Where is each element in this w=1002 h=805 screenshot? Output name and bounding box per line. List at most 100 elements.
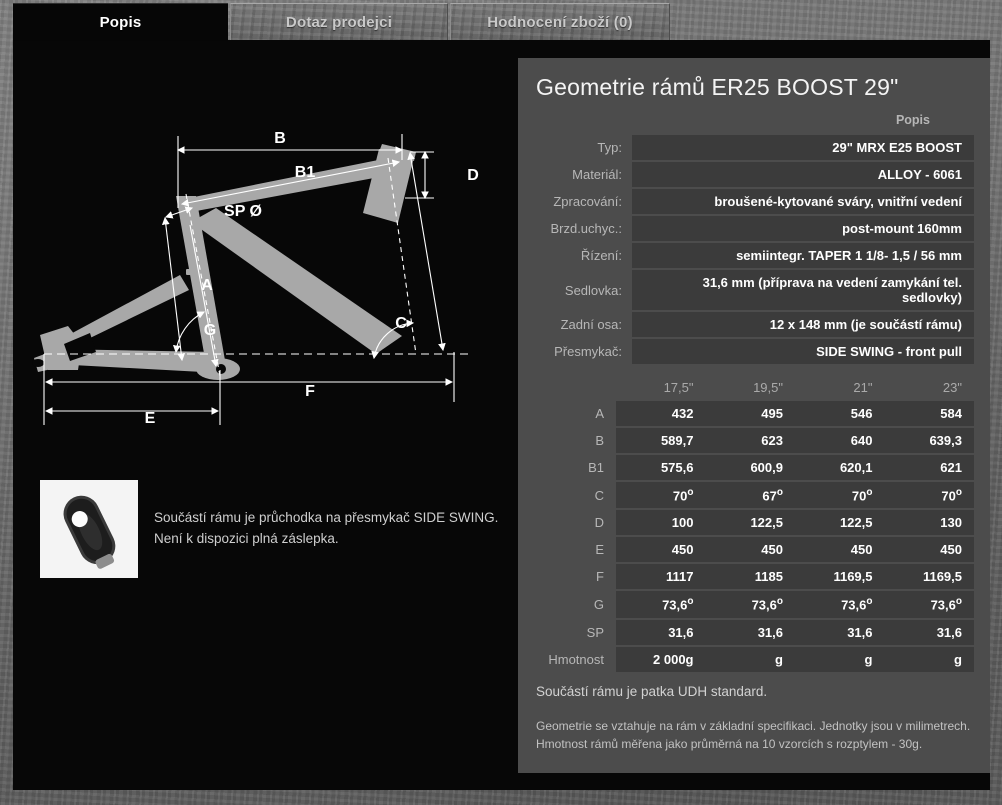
size-header-1: 19,5" bbox=[753, 380, 783, 395]
spec-value: 29" MRX E25 BOOST bbox=[632, 135, 974, 160]
spec-row: Přesmykač: SIDE SWING - front pull bbox=[534, 339, 974, 364]
measurement-row: E 450 450 450 450 bbox=[534, 537, 974, 563]
measurement-value: 73,6o bbox=[884, 591, 974, 618]
measurement-value: 31,6 bbox=[616, 619, 706, 645]
measurement-row: D 100 122,5 122,5 130 bbox=[534, 510, 974, 536]
dim-label-c: C bbox=[395, 315, 407, 332]
dim-label-b1: B1 bbox=[295, 164, 316, 181]
size-header-0: 17,5" bbox=[663, 380, 694, 395]
measurement-value: 122,5 bbox=[705, 510, 795, 536]
measurement-value: 73,6o bbox=[616, 591, 706, 618]
tab-hodnoceni-zbozi[interactable]: Hodnocení zboží (0) bbox=[450, 3, 670, 41]
size-header-2: 21" bbox=[853, 380, 873, 395]
measurement-value: 67o bbox=[705, 482, 795, 509]
size-header-3: 23" bbox=[942, 380, 962, 395]
measurement-value: g bbox=[705, 646, 795, 672]
measurement-row: C 70o 67o 70o 70o bbox=[534, 482, 974, 509]
measurement-row: B1 575,6 600,9 620,1 621 bbox=[534, 455, 974, 480]
spec-label: Sedlovka: bbox=[564, 282, 622, 298]
side-swing-grommet-photo[interactable] bbox=[40, 480, 138, 578]
grommet-note-row: Součástí rámu je průchodka na přesmykač … bbox=[40, 480, 510, 578]
tab-popis[interactable]: Popis bbox=[13, 3, 228, 41]
measurement-value: 621 bbox=[884, 455, 974, 480]
measurement-label: F bbox=[596, 569, 604, 585]
measurement-label: A bbox=[595, 406, 604, 421]
measurement-row: A 432 495 546 584 bbox=[534, 401, 974, 426]
measurement-value: 70o bbox=[795, 482, 885, 509]
spec-label: Zadní osa: bbox=[560, 317, 622, 332]
measurement-label: B1 bbox=[588, 460, 604, 475]
measurement-value: 623 bbox=[705, 428, 795, 453]
measurement-value: 1169,5 bbox=[884, 564, 974, 590]
measurement-value: 1169,5 bbox=[795, 564, 885, 590]
measurement-value: 31,6 bbox=[884, 619, 974, 645]
measurements-table: 17,5" 19,5" 21" 23" A 432 495 546 584 B 589,7 6… bbox=[534, 376, 974, 674]
spec-value: SIDE SWING - front pull bbox=[632, 339, 974, 364]
measurements-header-row: 17,5" 19,5" 21" 23" bbox=[534, 378, 974, 399]
dim-label-g: G bbox=[204, 322, 216, 339]
dim-label-a: A bbox=[201, 277, 213, 294]
spec-row: Sedlovka: 31,6 mm (příprava na vedení zam… bbox=[534, 270, 974, 310]
grommet-caption-line2: Není k dispozici plná záslepka. bbox=[154, 531, 339, 546]
measurement-value: 450 bbox=[616, 537, 706, 563]
frame-geometry-diagram: B B1 SP Ø D A C G E F bbox=[30, 130, 510, 430]
measurement-value: 122,5 bbox=[795, 510, 885, 536]
measurement-value: 600,9 bbox=[705, 455, 795, 480]
measurement-value: g bbox=[795, 646, 885, 672]
spec-value: 31,6 mm (příprava na vedení zamykání tel… bbox=[632, 270, 974, 310]
spec-row: Brzd.uchyc.: post-mount 160mm bbox=[534, 216, 974, 241]
measurement-value: 31,6 bbox=[795, 619, 885, 645]
measurement-value: 1185 bbox=[705, 564, 795, 590]
spec-value: ALLOY - 6061 bbox=[632, 162, 974, 187]
measurement-value: 73,6o bbox=[705, 591, 795, 618]
measurement-value: 432 bbox=[616, 401, 706, 426]
measurement-value: 31,6 bbox=[705, 619, 795, 645]
dim-label-b: B bbox=[274, 130, 286, 147]
note-udh: Součástí rámu je patka UDH standard. bbox=[536, 683, 768, 699]
tab-dotaz-prodejci[interactable]: Dotaz prodejci bbox=[230, 3, 448, 41]
dim-label-sp: SP Ø bbox=[224, 203, 262, 220]
spec-row: Zpracování: broušené-kytované sváry, vnit… bbox=[534, 189, 974, 214]
measurement-row: SP 31,6 31,6 31,6 31,6 bbox=[534, 619, 974, 645]
dim-label-e: E bbox=[145, 410, 156, 427]
measurement-value: 495 bbox=[705, 401, 795, 426]
spec-label: Přesmykač: bbox=[554, 344, 622, 359]
measurement-value: 73,6o bbox=[795, 591, 885, 618]
frame-silhouette bbox=[32, 144, 416, 380]
tab-bar: Popis Dotaz prodejci Hodnocení zboží (0) bbox=[0, 0, 1002, 41]
measurement-value: 2 000g bbox=[616, 646, 706, 672]
grommet-caption: Součástí rámu je průchodka na přesmykač … bbox=[154, 508, 498, 550]
spec-value: 12 x 148 mm (je součástí rámu) bbox=[632, 312, 974, 337]
spec-row: Typ: 29" MRX E25 BOOST bbox=[534, 135, 974, 160]
spec-row: Řízení: semiintegr. TAPER 1 1/8- 1,5 / 56… bbox=[534, 243, 974, 268]
measurement-label: D bbox=[594, 515, 604, 531]
geometry-panel: Geometrie rámů ER25 BOOST 29" Popis Typ:… bbox=[518, 58, 990, 773]
grommet-caption-line1: Součástí rámu je průchodka na přesmykač … bbox=[154, 510, 499, 526]
measurement-value: 100 bbox=[616, 510, 706, 536]
measurement-value: 70o bbox=[884, 482, 974, 509]
measurement-value: 130 bbox=[884, 510, 974, 536]
spec-value: broušené-kytované sváry, vnitřní vedení bbox=[632, 189, 974, 214]
geometry-panel-title: Geometrie rámů ER25 BOOST 29" bbox=[536, 74, 899, 100]
measurement-label: Hmotnost bbox=[548, 651, 604, 667]
geometry-notes: Součástí rámu je patka UDH standard. Geo… bbox=[534, 684, 974, 753]
dim-label-f: F bbox=[305, 383, 315, 400]
spec-label: Typ: bbox=[597, 140, 622, 155]
measurement-row: Hmotnost 2 000g g g g bbox=[534, 646, 974, 672]
measurement-value: 575,6 bbox=[616, 455, 706, 480]
measurement-value: g bbox=[884, 646, 974, 672]
tab-content-popis: B B1 SP Ø D A C G E F bbox=[13, 40, 990, 790]
spec-label: Materiál: bbox=[572, 167, 622, 182]
note-fine-line2: Hmotnost rámů měřena jako průměrná na 10… bbox=[536, 736, 923, 751]
spec-value: semiintegr. TAPER 1 1/8- 1,5 / 56 mm bbox=[632, 243, 974, 268]
spec-row: Zadní osa: 12 x 148 mm (je součástí rámu) bbox=[534, 312, 974, 337]
measurement-value: 450 bbox=[795, 537, 885, 563]
measurement-value: 70o bbox=[616, 482, 706, 509]
spec-table: Typ: 29" MRX E25 BOOST Materiál: ALLOY - 60… bbox=[534, 133, 974, 366]
measurement-row: G 73,6o 73,6o 73,6o 73,6o bbox=[534, 591, 974, 618]
measurement-value: 546 bbox=[795, 401, 885, 426]
spec-label: Řízení: bbox=[580, 248, 622, 263]
spec-label: Zpracování: bbox=[553, 194, 622, 209]
measurement-label: E bbox=[595, 542, 604, 558]
measurement-label: SP bbox=[586, 624, 604, 640]
